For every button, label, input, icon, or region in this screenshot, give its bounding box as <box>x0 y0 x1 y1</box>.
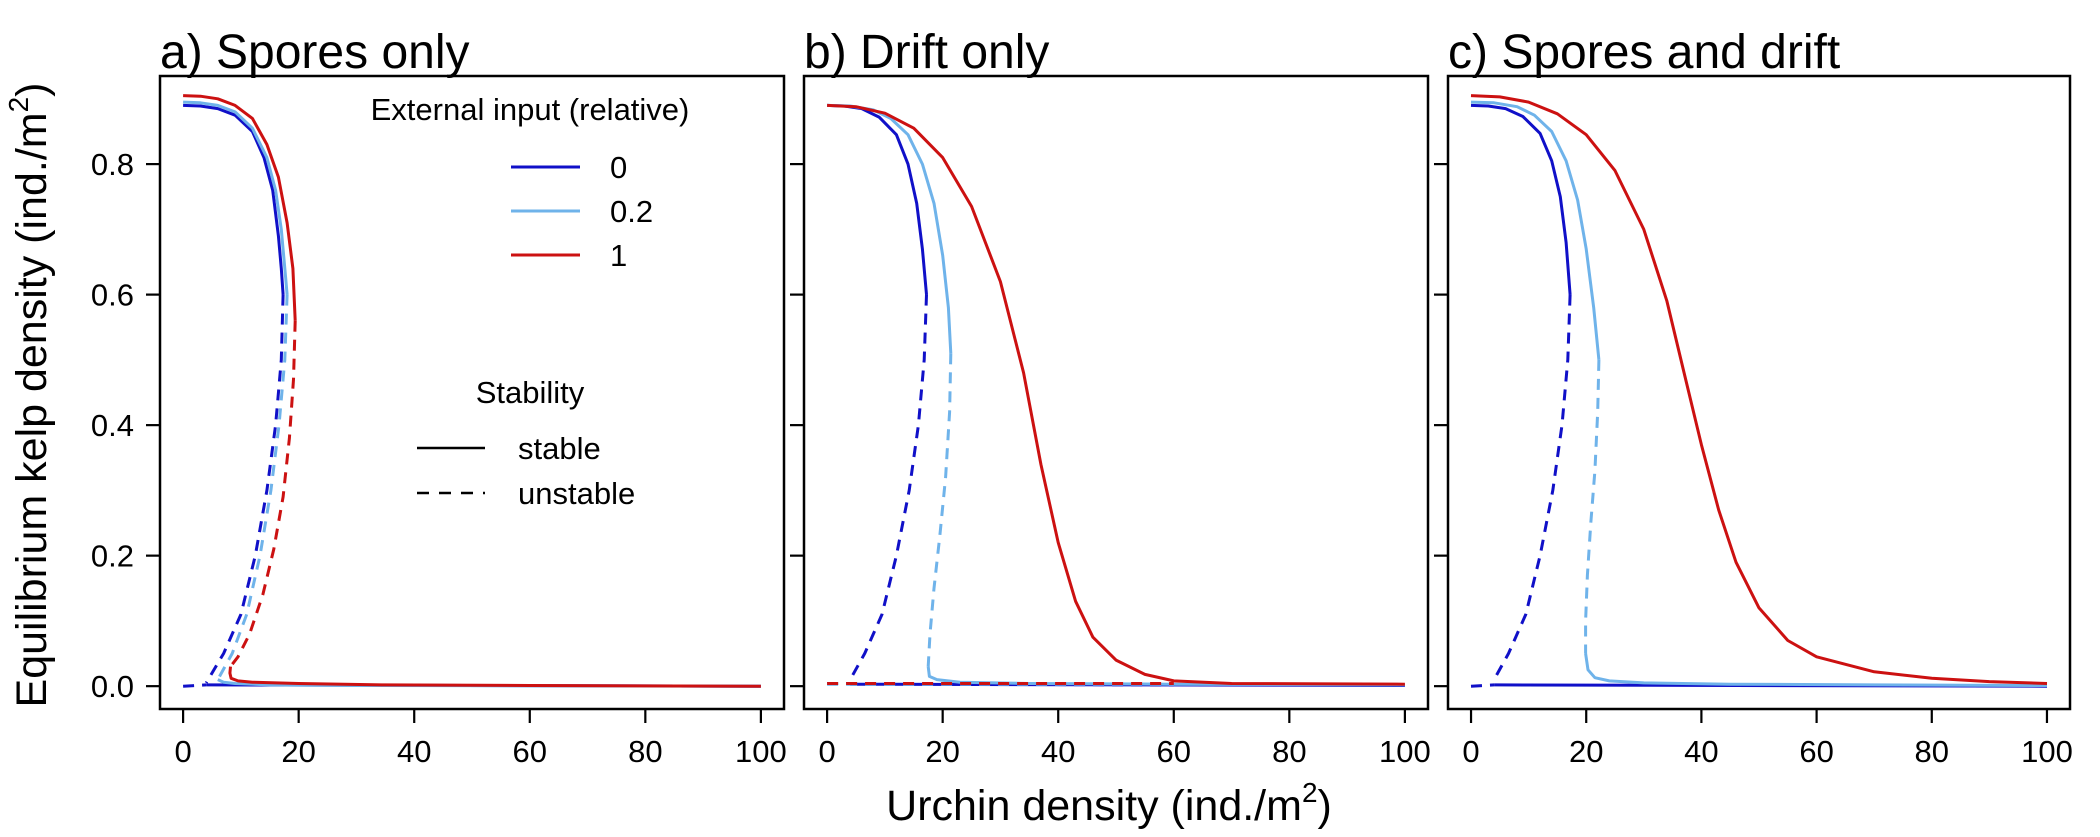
y-axis-title: Equilibrium kelp density (ind./m2) <box>3 83 56 708</box>
series-line-input-1-unstable <box>229 320 297 668</box>
y-tick-label: 0.0 <box>91 669 134 704</box>
series-line-input-0_2-stable <box>183 100 289 295</box>
legend-stability-entries: stable unstable <box>417 431 635 511</box>
series-line-input-0-unstable <box>848 294 928 681</box>
legend-label: 0.2 <box>610 194 653 229</box>
x-tick-label: 20 <box>1569 734 1603 769</box>
y-tick-label: 0.4 <box>91 408 134 443</box>
series-line-input-0_2-unstable <box>216 294 289 681</box>
legend-label: unstable <box>518 476 635 511</box>
series-line-input-0_2-stable <box>827 103 953 354</box>
legend-input-entries: 00.21 <box>511 150 653 273</box>
x-tick-label: 20 <box>281 734 315 769</box>
legend-input: External input (relative) 00.21 <box>371 92 690 273</box>
series-group <box>183 94 761 688</box>
panel-1: a) Spores only 0 20 40 60 80 100 0.0 0.2 0.4 0.6 0.… <box>91 26 787 769</box>
legend-label: stable <box>518 431 601 466</box>
legend-stability: Stability stable unstable <box>417 375 635 511</box>
x-tick-label: 40 <box>1041 734 1075 769</box>
panel-title: a) Spores only <box>160 26 470 79</box>
x-tick-label: 40 <box>1684 734 1718 769</box>
legend-label: 1 <box>610 238 627 273</box>
x-axis-title: Urchin density (ind./m2) <box>886 777 1332 830</box>
x-tick-label: 0 <box>174 734 191 769</box>
series-line-input-0_2-unstable <box>926 353 953 667</box>
panel-2: b) Drift only 0 20 40 60 80 100 <box>790 26 1431 769</box>
series-line-input-0_2-stable <box>1584 653 2048 687</box>
plot-frame <box>1446 74 2072 711</box>
x-tick-label: 20 <box>925 734 959 769</box>
x-tick-label: 80 <box>1272 734 1306 769</box>
series-line-input-1-stable <box>183 94 297 321</box>
x-tick-label: 100 <box>2021 734 2073 769</box>
series-line-input-0-unstable <box>204 294 285 684</box>
series-line-input-0-unstable <box>183 683 207 688</box>
series-line-input-0-stable <box>827 103 928 295</box>
y-tick-label: 0.8 <box>91 147 134 182</box>
series-line-input-0-stable <box>183 103 285 295</box>
x-tick-label: 60 <box>1157 734 1191 769</box>
series-line-input-1-stable <box>228 666 761 688</box>
x-tick-label: 100 <box>1379 734 1431 769</box>
x-tick-label: 60 <box>1799 734 1833 769</box>
x-tick-label: 0 <box>818 734 835 769</box>
panel-title: c) Spores and drift <box>1448 26 1840 79</box>
x-tick-label: 60 <box>513 734 547 769</box>
x-tick-label: 40 <box>397 734 431 769</box>
panel-title: b) Drift only <box>804 26 1049 79</box>
series-line-input-0_2-unstable <box>1584 359 1601 654</box>
x-tick-label: 0 <box>1462 734 1479 769</box>
series-line-input-0-stable <box>1470 103 1572 295</box>
x-tick-label: 80 <box>1915 734 1949 769</box>
x-tick-label: 80 <box>628 734 662 769</box>
y-tick-label: 0.6 <box>91 278 134 313</box>
legend-input-title: External input (relative) <box>371 92 690 127</box>
series-line-input-1-stable <box>827 103 1405 686</box>
series-line-input-0_2-stable <box>1470 100 1601 361</box>
series-group <box>827 103 1405 687</box>
legend-label: 0 <box>610 150 627 185</box>
x-tick-label: 100 <box>735 734 787 769</box>
series-line-input-1-stable <box>1470 94 2048 685</box>
plot-frame <box>802 74 1430 711</box>
y-tick-label: 0.2 <box>91 539 134 574</box>
plot-frame <box>158 74 786 711</box>
panel-3: c) Spores and drift 0 20 40 60 80 100 <box>1434 26 2073 769</box>
series-line-input-0-unstable <box>1470 683 1495 688</box>
series-line-input-0-unstable <box>1492 294 1572 681</box>
legend-stability-title: Stability <box>476 375 585 410</box>
series-group <box>1470 94 2048 688</box>
